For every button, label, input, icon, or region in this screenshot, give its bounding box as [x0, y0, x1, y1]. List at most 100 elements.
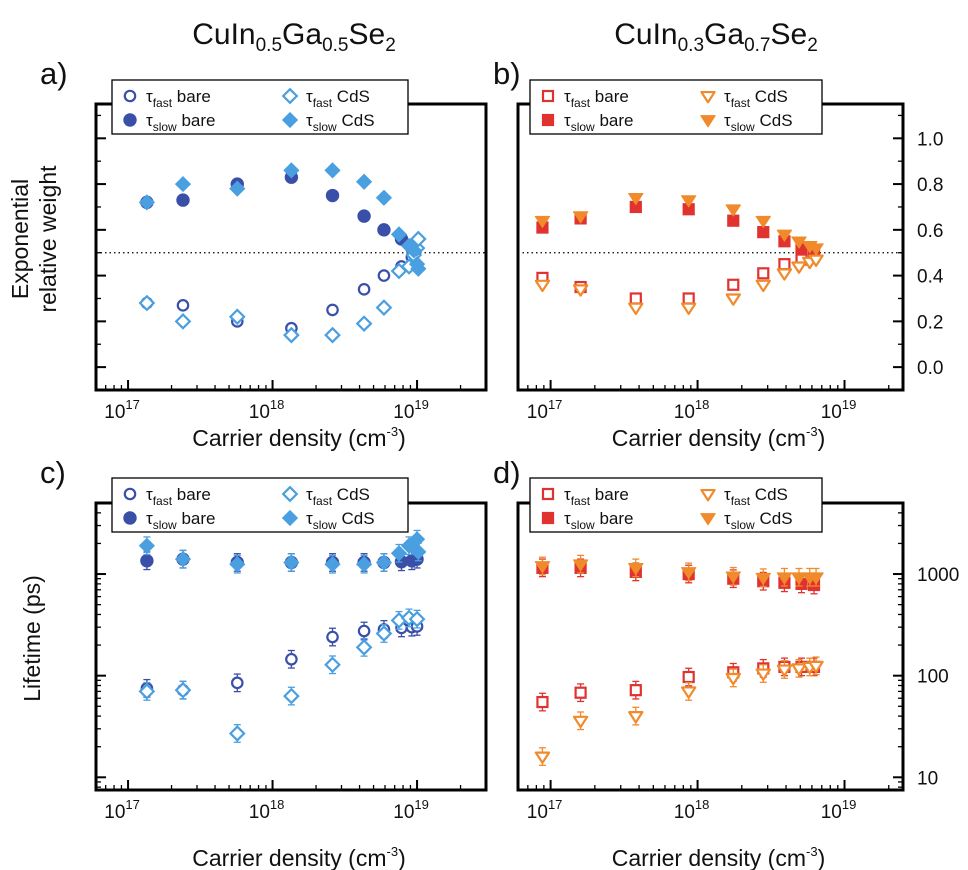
panel-label: d) — [493, 455, 521, 490]
x-tick-label: 1017 — [104, 397, 140, 423]
data-point — [778, 258, 791, 271]
data-point — [324, 556, 341, 573]
data-point — [776, 572, 793, 585]
x-tick-label: 1019 — [393, 797, 429, 823]
plot-frame — [516, 501, 905, 792]
data-point — [755, 279, 771, 293]
x-tick-label: 1018 — [249, 397, 285, 423]
data-point — [776, 268, 793, 281]
data-point — [176, 193, 190, 207]
x-tick-label: 1019 — [393, 397, 429, 423]
data-point — [727, 278, 740, 291]
data-point — [776, 229, 793, 242]
data-point — [355, 638, 373, 656]
legend-box — [529, 79, 823, 135]
data-point — [791, 236, 807, 249]
x-tick-label: 1017 — [527, 397, 563, 423]
legend-marker — [281, 485, 299, 503]
data-point — [628, 563, 644, 576]
legend-label: τfast CdS — [724, 485, 788, 508]
data-point — [140, 554, 154, 568]
data-point — [629, 684, 642, 697]
legend-label: τslow CdS — [724, 509, 793, 532]
data-point — [138, 194, 155, 211]
data-point — [791, 261, 807, 274]
y-tick-label: 0.4 — [917, 267, 944, 288]
data-point — [725, 293, 741, 306]
panel-b: 1017 1018 1019 0.0 0.2 0.4 0.6 0.8 1.0 τfast bare… — [493, 56, 944, 451]
data-point — [375, 554, 393, 571]
data-point — [355, 315, 373, 333]
data-point — [409, 230, 427, 248]
y-tick-label: 0.6 — [917, 221, 943, 242]
data-point — [357, 209, 371, 223]
series-triangle-open — [534, 254, 824, 316]
data-point — [229, 180, 246, 197]
series-triangle-filled — [534, 554, 824, 588]
data-point — [680, 567, 697, 580]
data-point — [410, 543, 427, 561]
plot-frame — [94, 102, 488, 392]
data-point — [174, 681, 192, 699]
y-tick-label: 1000 — [917, 565, 959, 586]
plot-frame — [516, 102, 905, 392]
legend-marker — [700, 513, 716, 526]
legend-marker — [700, 488, 716, 502]
data-point — [228, 725, 246, 742]
data-point — [808, 254, 824, 267]
data-point — [628, 192, 644, 206]
data-point — [574, 686, 587, 699]
panel-label: c) — [40, 455, 66, 490]
data-point — [808, 243, 824, 256]
data-point — [230, 676, 244, 690]
legend-label: τslow CdS — [724, 111, 793, 134]
data-point — [791, 572, 807, 585]
series-square-open — [536, 657, 821, 712]
data-point — [326, 630, 339, 644]
data-point — [808, 572, 824, 585]
y-axis-label: Exponentialrelative weight — [7, 165, 61, 313]
legend-marker — [123, 89, 137, 103]
data-point — [757, 267, 770, 280]
data-point — [808, 660, 824, 674]
data-point — [324, 656, 341, 674]
y-tick-label: 0.0 — [917, 358, 943, 379]
data-point — [283, 326, 300, 344]
data-point — [682, 670, 695, 684]
legend-box — [111, 477, 409, 533]
data-point — [405, 242, 422, 259]
data-point — [408, 610, 426, 628]
data-point — [628, 711, 644, 724]
data-point — [283, 687, 300, 705]
legend-label: τfast CdS — [306, 87, 370, 110]
series-diamond-filled — [138, 529, 427, 574]
data-point — [572, 284, 589, 297]
x-axis-label: Carrier density (cm-3) — [612, 844, 826, 870]
x-tick-label: 1018 — [674, 797, 710, 823]
legend-marker — [541, 113, 555, 127]
data-point — [725, 204, 741, 217]
x-tick-label: 1019 — [821, 797, 857, 823]
data-point — [755, 668, 771, 681]
x-axis-label: Carrier density (cm-3) — [192, 424, 406, 451]
data-point — [390, 226, 408, 243]
data-point — [174, 175, 192, 193]
data-point — [326, 303, 339, 317]
data-point — [572, 715, 589, 729]
x-tick-label: 1018 — [674, 397, 710, 423]
legend-label: τslow bare — [146, 509, 215, 532]
data-point — [285, 652, 298, 666]
legend-marker — [281, 509, 299, 527]
data-point — [138, 537, 155, 554]
x-tick-label: 1017 — [104, 797, 140, 823]
data-point — [375, 299, 393, 316]
legend-marker — [541, 487, 555, 501]
data-point — [375, 189, 393, 206]
y-tick-label: 0.2 — [917, 312, 943, 333]
panel-label: a) — [40, 56, 68, 91]
data-point — [174, 551, 192, 568]
data-point — [534, 279, 551, 293]
legend-label: τfast CdS — [724, 87, 788, 110]
